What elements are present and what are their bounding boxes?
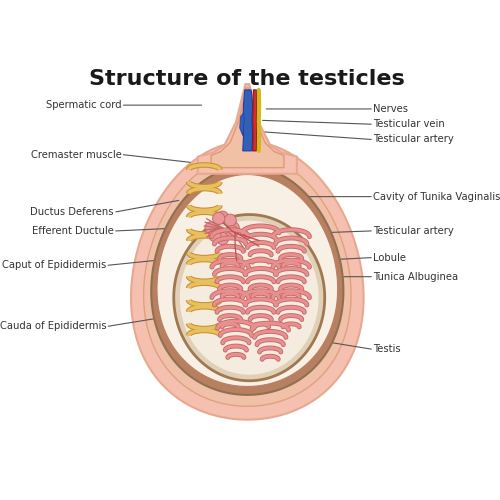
- Text: Cremaster muscle: Cremaster muscle: [30, 150, 122, 160]
- Polygon shape: [180, 220, 318, 374]
- Text: Testicular vein: Testicular vein: [373, 119, 445, 129]
- Text: Nerves: Nerves: [373, 104, 408, 114]
- Circle shape: [224, 214, 236, 226]
- Text: Ductus Deferens: Ductus Deferens: [30, 207, 114, 217]
- Circle shape: [227, 222, 239, 234]
- Circle shape: [209, 230, 221, 241]
- Polygon shape: [144, 154, 351, 406]
- Polygon shape: [157, 174, 338, 386]
- Circle shape: [226, 226, 238, 238]
- Text: Testis: Testis: [373, 344, 401, 354]
- Text: Lobule: Lobule: [373, 252, 406, 262]
- Polygon shape: [240, 113, 244, 136]
- Circle shape: [212, 212, 225, 224]
- Polygon shape: [174, 214, 324, 381]
- Polygon shape: [252, 90, 257, 151]
- Text: Testicular artery: Testicular artery: [373, 134, 454, 144]
- Text: Cauda of Epididermis: Cauda of Epididermis: [0, 321, 106, 331]
- Circle shape: [216, 211, 228, 224]
- Circle shape: [205, 222, 217, 234]
- Text: Spermatic cord: Spermatic cord: [46, 100, 122, 110]
- Text: Structure of the testicles: Structure of the testicles: [90, 69, 405, 89]
- Polygon shape: [152, 166, 344, 395]
- Polygon shape: [243, 90, 252, 151]
- Text: Testicular artery: Testicular artery: [373, 226, 454, 236]
- Polygon shape: [211, 88, 284, 168]
- Text: Cavity of Tunika Vaginalis: Cavity of Tunika Vaginalis: [373, 192, 500, 202]
- Text: Caput of Epididermis: Caput of Epididermis: [2, 260, 106, 270]
- Text: Tunica Albuginea: Tunica Albuginea: [373, 272, 458, 281]
- Text: Efferent Ductule: Efferent Ductule: [32, 226, 114, 236]
- Circle shape: [216, 232, 228, 244]
- Polygon shape: [198, 84, 297, 174]
- Polygon shape: [131, 142, 364, 420]
